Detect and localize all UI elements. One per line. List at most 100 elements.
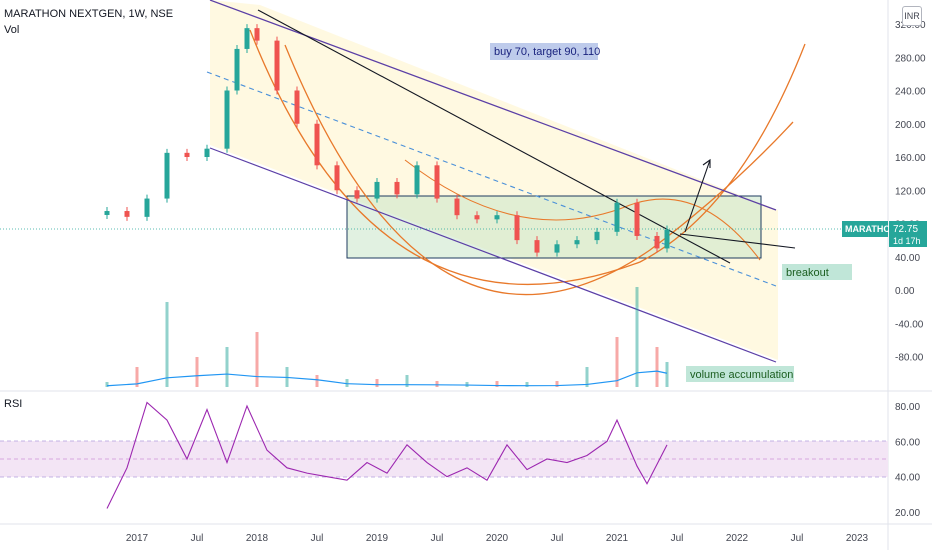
- volume-bar: [165, 302, 169, 387]
- arc-outer: [249, 29, 806, 285]
- time-tick-label: 2019: [366, 533, 389, 544]
- last-price-tag: [889, 221, 927, 247]
- candle-body: [254, 28, 260, 41]
- volume-bar: [255, 332, 259, 387]
- candle-body: [634, 202, 640, 236]
- time-tick-label: 2021: [606, 533, 629, 544]
- price-tick-label: 160.00: [895, 153, 926, 164]
- price-tick-label: 40.00: [895, 253, 920, 264]
- last-price-text: 72.75: [893, 224, 918, 235]
- candle-body: [414, 165, 420, 195]
- volume-bar: [135, 367, 139, 387]
- trend-line-main: [257, 9, 731, 264]
- volume-bar: [635, 287, 639, 387]
- time-axis[interactable]: 2017 Jul 2018 Jul 2019 Jul 2020 Jul 2021 Jul 2022 J…: [126, 533, 869, 544]
- candle-body: [594, 231, 600, 241]
- candle-body: [434, 165, 440, 199]
- currency-badge[interactable]: INR: [902, 6, 922, 26]
- price-tick-label: 0.00: [895, 286, 915, 297]
- breakout-note-text: breakout: [786, 267, 829, 279]
- candle-body: [144, 198, 150, 217]
- chart-title: MARATHON NEXTGEN, 1W, NSE: [4, 8, 174, 20]
- price-tick-label: 200.00: [895, 120, 926, 131]
- rsi-axis[interactable]: 80.00 60.00 40.00 20.00: [895, 402, 920, 519]
- arrow-up-line: [684, 159, 711, 233]
- rsi-line: [106, 401, 668, 509]
- volume-bar: [405, 375, 409, 387]
- channel-midline: [206, 71, 777, 287]
- arc-inner: [284, 44, 794, 296]
- rsi-tick-label: 40.00: [895, 473, 920, 484]
- channel-lower-line: [209, 147, 777, 363]
- time-tick-label: Jul: [431, 533, 444, 544]
- symbol-tag: [842, 221, 888, 237]
- candle-body: [394, 181, 400, 195]
- candle-body: [374, 181, 380, 199]
- volume-bar: [525, 382, 529, 387]
- price-tick-label: -80.00: [895, 353, 924, 364]
- candle-body: [294, 90, 300, 124]
- candle-body: [454, 198, 460, 216]
- countdown-text: 1d 17h: [893, 236, 921, 246]
- candle-body: [334, 165, 340, 191]
- volume-note-text: volume accumulation: [690, 369, 793, 381]
- range-box: [346, 195, 762, 259]
- rsi-legend: RSI: [4, 398, 23, 410]
- time-tick-label: Jul: [311, 533, 324, 544]
- rsi-tick-label: 60.00: [895, 437, 920, 448]
- candle-body: [184, 152, 190, 157]
- volume-bar: [585, 367, 589, 387]
- volume-bar: [375, 379, 379, 387]
- candle-body: [274, 40, 280, 91]
- candle-body: [574, 240, 580, 245]
- volume-ma-line: [106, 370, 668, 387]
- volume-note-box: [686, 366, 794, 382]
- time-tick-label: 2020: [486, 533, 509, 544]
- volume-bar: [655, 347, 659, 387]
- rsi-tick-label: 80.00: [895, 402, 920, 413]
- symbol-tag-text: MARATHON: [845, 224, 897, 234]
- candle-body: [104, 211, 110, 215]
- volume-bar: [555, 381, 559, 387]
- volume-bar: [345, 379, 349, 387]
- target-note-text: buy 70, target 90, 110: [494, 46, 600, 58]
- trend-line-flat: [679, 233, 796, 249]
- candle-body: [534, 240, 540, 253]
- time-tick-label: Jul: [671, 533, 684, 544]
- volume-bar: [495, 381, 499, 387]
- candle-body: [554, 244, 560, 253]
- volume-bar: [435, 381, 439, 387]
- time-tick-label: 2023: [846, 533, 869, 544]
- time-tick-label: Jul: [791, 533, 804, 544]
- price-tick-label: -40.00: [895, 319, 924, 330]
- volume-bar: [225, 347, 229, 387]
- candle-body: [164, 152, 170, 199]
- time-tick-label: 2018: [246, 533, 269, 544]
- time-tick-label: Jul: [551, 533, 564, 544]
- arrow-up-head: [702, 158, 711, 168]
- rsi-tick-label: 20.00: [895, 508, 920, 519]
- candles: [104, 24, 670, 257]
- price-tick-label: 280.00: [895, 53, 926, 64]
- volume-bar: [195, 357, 199, 387]
- candle-body: [614, 202, 620, 232]
- candle-body: [494, 215, 500, 220]
- volume-bar: [665, 362, 669, 387]
- price-tick-label: 120.00: [895, 186, 926, 197]
- price-tick-label: 240.00: [895, 87, 926, 98]
- arc-small: [404, 159, 761, 261]
- candle-body: [314, 123, 320, 166]
- candle-body: [204, 148, 210, 157]
- volume-bar: [315, 375, 319, 387]
- candle-body: [124, 211, 130, 217]
- candle-body: [234, 48, 240, 91]
- volume-bar: [615, 337, 619, 387]
- candle-body: [654, 235, 660, 249]
- time-tick-label: Jul: [191, 533, 204, 544]
- time-tick-label: 2022: [726, 533, 749, 544]
- volume-bar: [105, 382, 109, 387]
- candle-body: [224, 90, 230, 149]
- candle-body: [354, 190, 360, 199]
